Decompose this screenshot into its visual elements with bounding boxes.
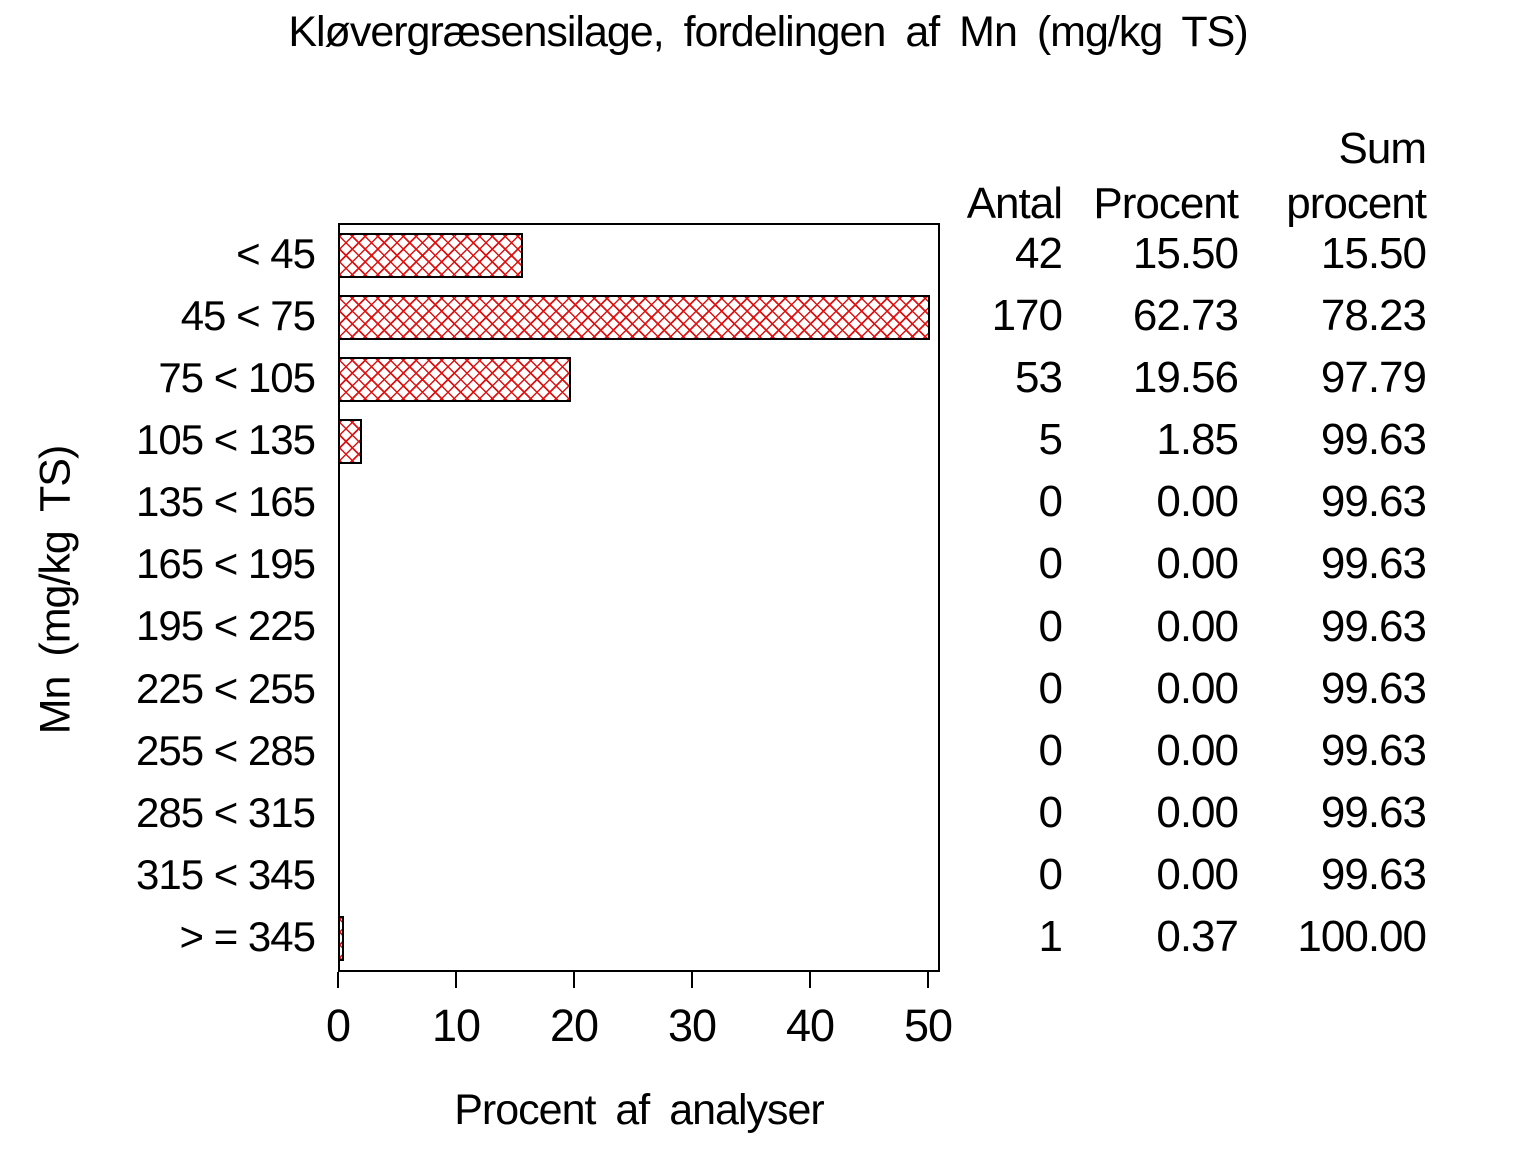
procent-cell: 0.00 (1156, 725, 1239, 775)
x-tick-label: 30 (667, 1000, 717, 1051)
category-label: 255 < 285 (135, 726, 316, 774)
sum-procent-cell: 99.63 (1320, 415, 1427, 465)
table-row: 0 0.00 99.63 (940, 782, 1427, 844)
category-label: 195 < 225 (135, 602, 316, 650)
sum-procent-cell: 99.63 (1320, 787, 1427, 837)
procent-cell: 0.00 (1156, 601, 1239, 651)
sum-procent-cell: 100.00 (1297, 911, 1427, 961)
chart-title: Kløvergræsensilage, fordelingen af Mn (m… (288, 8, 1248, 56)
category-label: 315 < 345 (135, 850, 316, 898)
x-tick-label: 50 (903, 1000, 953, 1051)
antal-cell: 170 (991, 291, 1063, 341)
procent-cell: 62.73 (1132, 291, 1239, 341)
table-row: 42 15.50 15.50 (940, 223, 1427, 285)
plot-area (338, 223, 940, 972)
bar-105<135 (338, 419, 362, 465)
x-axis-title: Procent af analyser (454, 1086, 824, 1134)
table-row: 0 0.00 99.63 (940, 844, 1427, 906)
sum-header-line2: procent (1286, 179, 1427, 228)
antal-cell: 0 (1038, 725, 1063, 775)
category-label: 285 < 315 (135, 788, 316, 836)
category-label: 105 < 135 (135, 416, 316, 464)
table-row: 1 0.37 100.00 (940, 906, 1427, 968)
sum-procent-cell: 99.63 (1320, 477, 1427, 527)
table-row: 0 0.00 99.63 (940, 658, 1427, 720)
antal-cell: 0 (1038, 601, 1063, 651)
bar-<45 (338, 233, 523, 278)
table-row: 170 62.73 78.23 (940, 285, 1427, 347)
antal-header: Antal (966, 179, 1063, 228)
x-tick (691, 972, 693, 988)
table-row: 53 19.56 97.79 (940, 347, 1427, 409)
antal-cell: 0 (1038, 663, 1063, 713)
x-tick (573, 972, 575, 988)
bar-75<105 (338, 357, 571, 403)
table-row: 0 0.00 99.63 (940, 471, 1427, 533)
x-tick-label: 10 (431, 1000, 481, 1051)
x-tick (809, 972, 811, 988)
x-tick-label: 20 (549, 1000, 599, 1051)
procent-cell: 15.50 (1132, 229, 1239, 279)
antal-cell: 0 (1038, 787, 1063, 837)
sum-procent-cell: 99.63 (1320, 725, 1427, 775)
procent-cell: 0.00 (1156, 539, 1239, 589)
procent-cell: 19.56 (1132, 353, 1239, 403)
procent-cell: 0.00 (1156, 787, 1239, 837)
table-row: 0 0.00 99.63 (940, 595, 1427, 657)
procent-cell: 0.37 (1156, 911, 1239, 961)
sum-procent-cell: 99.63 (1320, 849, 1427, 899)
procent-cell: 1.85 (1156, 415, 1239, 465)
antal-cell: 0 (1038, 477, 1063, 527)
antal-cell: 42 (1015, 229, 1063, 279)
sum-procent-cell: 99.63 (1320, 539, 1427, 589)
table-row: 0 0.00 99.63 (940, 720, 1427, 782)
bar-45<75 (338, 295, 930, 341)
antal-cell: 53 (1015, 353, 1063, 403)
category-label: 165 < 195 (135, 540, 316, 588)
table-row: 0 0.00 99.63 (940, 533, 1427, 595)
sum-procent-cell: 99.63 (1320, 663, 1427, 713)
category-label: 225 < 255 (135, 664, 316, 712)
x-tick-label: 0 (325, 1000, 351, 1051)
bar->=345 (338, 915, 345, 961)
table-header-row-1: Sum (940, 121, 1427, 177)
procent-header: Procent (1093, 179, 1239, 228)
antal-cell: 1 (1038, 911, 1063, 961)
category-label: 75 < 105 (158, 354, 316, 402)
x-tick (337, 972, 339, 988)
sum-procent-cell: 78.23 (1320, 291, 1427, 341)
procent-cell: 0.00 (1156, 663, 1239, 713)
procent-cell: 0.00 (1156, 477, 1239, 527)
x-tick-label: 40 (785, 1000, 835, 1051)
antal-cell: 5 (1038, 415, 1063, 465)
x-tick (455, 972, 457, 988)
procent-cell: 0.00 (1156, 849, 1239, 899)
table-header-row-2: Antal Procent procent (940, 176, 1427, 232)
antal-cell: 0 (1038, 849, 1063, 899)
category-label: 135 < 165 (135, 478, 316, 526)
category-label: > = 345 (179, 912, 316, 960)
sum-header-line1: Sum (1338, 124, 1427, 173)
sum-procent-cell: 97.79 (1320, 353, 1427, 403)
sum-procent-cell: 99.63 (1320, 601, 1427, 651)
category-label: < 45 (236, 230, 316, 277)
antal-cell: 0 (1038, 539, 1063, 589)
x-tick (927, 972, 929, 988)
sum-procent-cell: 15.50 (1320, 229, 1427, 279)
category-label: 45 < 75 (180, 292, 316, 340)
table-row: 5 1.85 99.63 (940, 409, 1427, 471)
